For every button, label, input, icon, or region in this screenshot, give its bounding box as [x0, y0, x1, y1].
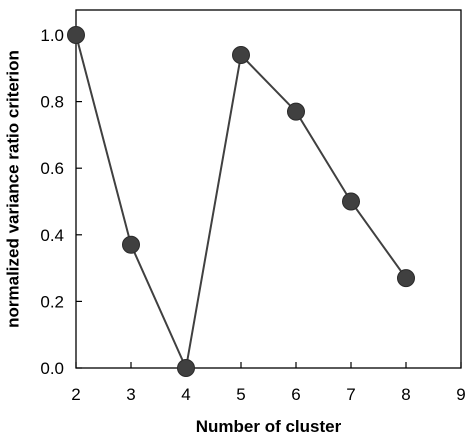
- y-tick-label: 0.6: [40, 159, 64, 178]
- data-point: [287, 102, 305, 121]
- y-tick-label: 0.8: [40, 93, 64, 112]
- x-tick-label: 6: [291, 385, 300, 404]
- data-point: [177, 359, 195, 377]
- plot-frame: [75, 9, 462, 369]
- x-axis-ticks: 2 3 4 5 6 7 8 9: [71, 362, 466, 404]
- data-point: [67, 26, 85, 44]
- data-point: [232, 46, 250, 64]
- y-tick-label: 1.0: [40, 26, 64, 45]
- data-point: [397, 269, 415, 288]
- y-axis-title: normalized variance ratio criterion: [3, 50, 22, 328]
- y-tick-label: 0.0: [40, 359, 64, 378]
- data-point: [342, 192, 360, 211]
- series-layer: [67, 26, 415, 377]
- y-axis-ticks: 0.0 0.2 0.4 0.6 0.8 1.0: [40, 26, 82, 378]
- x-tick-label: 7: [346, 385, 355, 404]
- y-tick-label: 0.4: [40, 226, 64, 245]
- x-tick-label: 4: [181, 385, 190, 404]
- x-axis-title: Number of cluster: [196, 417, 342, 436]
- x-tick-label: 9: [456, 385, 465, 404]
- x-tick-label: 5: [236, 385, 245, 404]
- x-tick-label: 3: [126, 385, 135, 404]
- data-point: [122, 235, 140, 254]
- x-tick-label: 2: [71, 385, 80, 404]
- x-tick-label: 8: [401, 385, 410, 404]
- y-tick-label: 0.2: [40, 292, 64, 311]
